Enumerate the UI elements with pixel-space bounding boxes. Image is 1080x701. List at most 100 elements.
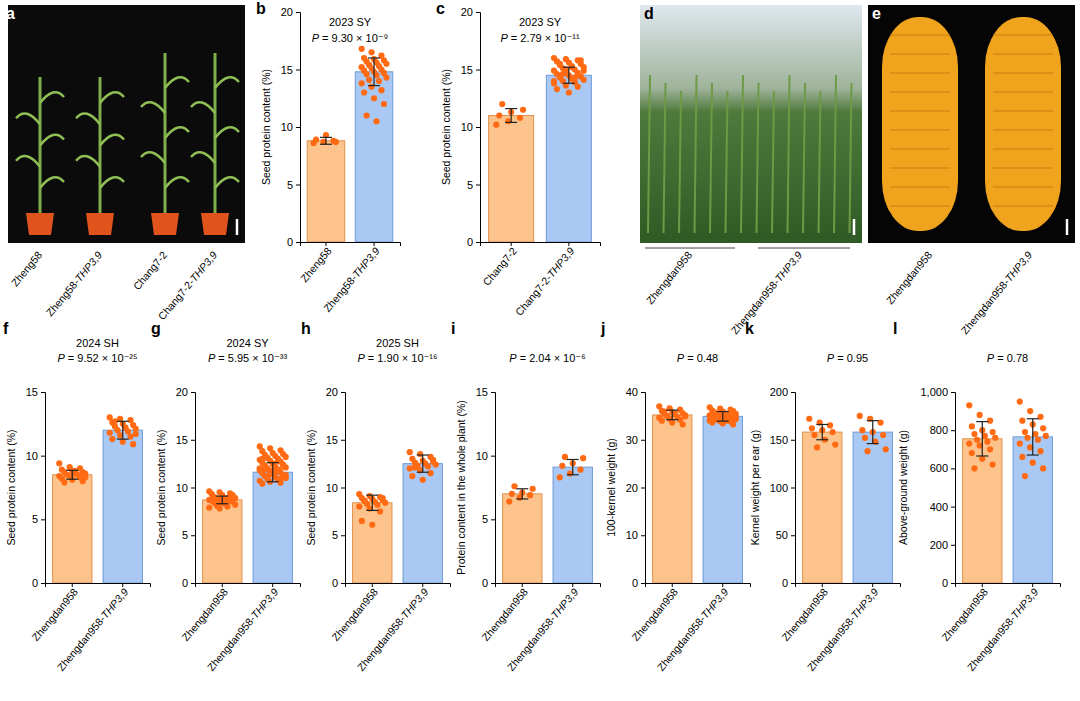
tick-label: 800 (930, 424, 948, 436)
tick-label: 100 (770, 482, 788, 494)
panel-letter: f (3, 320, 9, 337)
kernel-row (890, 206, 950, 207)
axis-line (46, 584, 151, 588)
error-cap (516, 488, 528, 489)
kernel-row (993, 73, 1053, 74)
error-cap (516, 498, 528, 499)
tick-mark (568, 242, 569, 246)
error-line (422, 455, 423, 472)
tick: 1,000 (920, 386, 955, 398)
tick-mark (41, 456, 45, 457)
axis-line (481, 243, 601, 247)
data-point (1019, 454, 1025, 460)
data-point (1040, 465, 1046, 471)
tick-mark (982, 583, 983, 587)
data-point (420, 477, 426, 483)
plot-marks (203, 443, 293, 583)
axis-line (641, 393, 646, 584)
bar (503, 494, 542, 583)
error-line (568, 67, 569, 83)
data-point (557, 474, 563, 480)
data-point (1024, 435, 1030, 441)
error-bar (267, 463, 279, 482)
kernel-row (890, 111, 950, 112)
data-point (559, 463, 565, 469)
panel-letter: l (893, 320, 897, 337)
x-axis: Zhengdan958Zhengdan958-THP3,9 (479, 583, 600, 673)
tick-label: 15 (461, 64, 473, 76)
error-cap (368, 57, 380, 58)
plant-leaf (100, 177, 124, 188)
tick: 0 (332, 577, 345, 589)
data-point (499, 101, 505, 107)
tick: Chang7-2 (480, 242, 519, 288)
bar (489, 116, 534, 243)
kernel-row (993, 168, 1053, 169)
data-point (811, 432, 817, 438)
tick-label: 10 (476, 450, 488, 462)
error-bar (1027, 419, 1039, 455)
error-line (522, 489, 523, 499)
axis-line (41, 393, 46, 584)
error-cap (267, 481, 279, 482)
bar (103, 430, 142, 583)
photo-label: Chang7-2-THP3,9 (155, 249, 219, 322)
bar-panel: 051015Zhengdan958Zhengdan958-THP3,9Prote… (451, 320, 601, 673)
tick-mark (641, 535, 645, 536)
tick-mark (72, 583, 73, 587)
axis-title: Seed protein content (%) (305, 429, 317, 545)
kernel-row (993, 187, 1053, 188)
kernel-row (993, 149, 1053, 150)
error-cap (1027, 418, 1039, 419)
tick-label: 40 (626, 386, 638, 398)
tick: Zhengdan958 (939, 583, 990, 643)
axis-title: 100-kernel weight (g) (605, 438, 617, 537)
tick-label: Zhengdan958-THP3,9 (55, 586, 131, 673)
tick: 0 (287, 236, 300, 248)
x-axis: Chang7-2Chang7-2-THP3,9 (480, 242, 600, 318)
tick-mark (422, 583, 423, 587)
pot (201, 213, 229, 235)
p-value: P = 2.04 × 10⁻⁶ (509, 352, 585, 364)
data-point (107, 430, 113, 436)
tick-label: 15 (326, 434, 338, 446)
error-bar (117, 421, 129, 439)
tick-label: 0 (482, 577, 488, 589)
tick-mark (191, 535, 195, 536)
panel-letter: e (872, 5, 881, 22)
bar (553, 467, 592, 583)
tick-mark (296, 127, 300, 128)
data-point (505, 118, 511, 124)
plant-stem (788, 75, 790, 233)
data-point (990, 461, 996, 467)
data-point (984, 439, 990, 445)
error-bar (867, 421, 879, 444)
kernel-row (890, 35, 950, 36)
plant-leaf (16, 113, 40, 124)
data-point (359, 80, 365, 86)
data-point (661, 408, 667, 414)
data-point (971, 431, 977, 437)
tick-label: Zhengdan958 (939, 586, 990, 643)
photo (8, 5, 245, 243)
error-bar (976, 422, 988, 456)
bar-panel: 05101520Zhengdan958Zhengdan958-THP3,9See… (301, 320, 451, 673)
plant-stem (757, 83, 759, 233)
data-point (361, 498, 367, 504)
error-line (1032, 419, 1033, 455)
data-point (864, 448, 870, 454)
figure: aZheng58Zheng58-THP3,9Chang7-2Chang7-2-T… (0, 0, 1080, 701)
tick-mark (951, 507, 955, 508)
plant-stem (834, 75, 836, 233)
tick-mark (791, 535, 795, 536)
data-point (130, 441, 136, 447)
error-bar (666, 410, 678, 420)
plant-stem (695, 75, 697, 233)
data-point (733, 414, 739, 420)
tick-mark (491, 392, 495, 393)
tick-label: 0 (287, 236, 293, 248)
data-point (259, 481, 265, 487)
axis-line (346, 584, 451, 588)
data-point (1027, 408, 1033, 414)
plant-leaf (191, 152, 215, 163)
